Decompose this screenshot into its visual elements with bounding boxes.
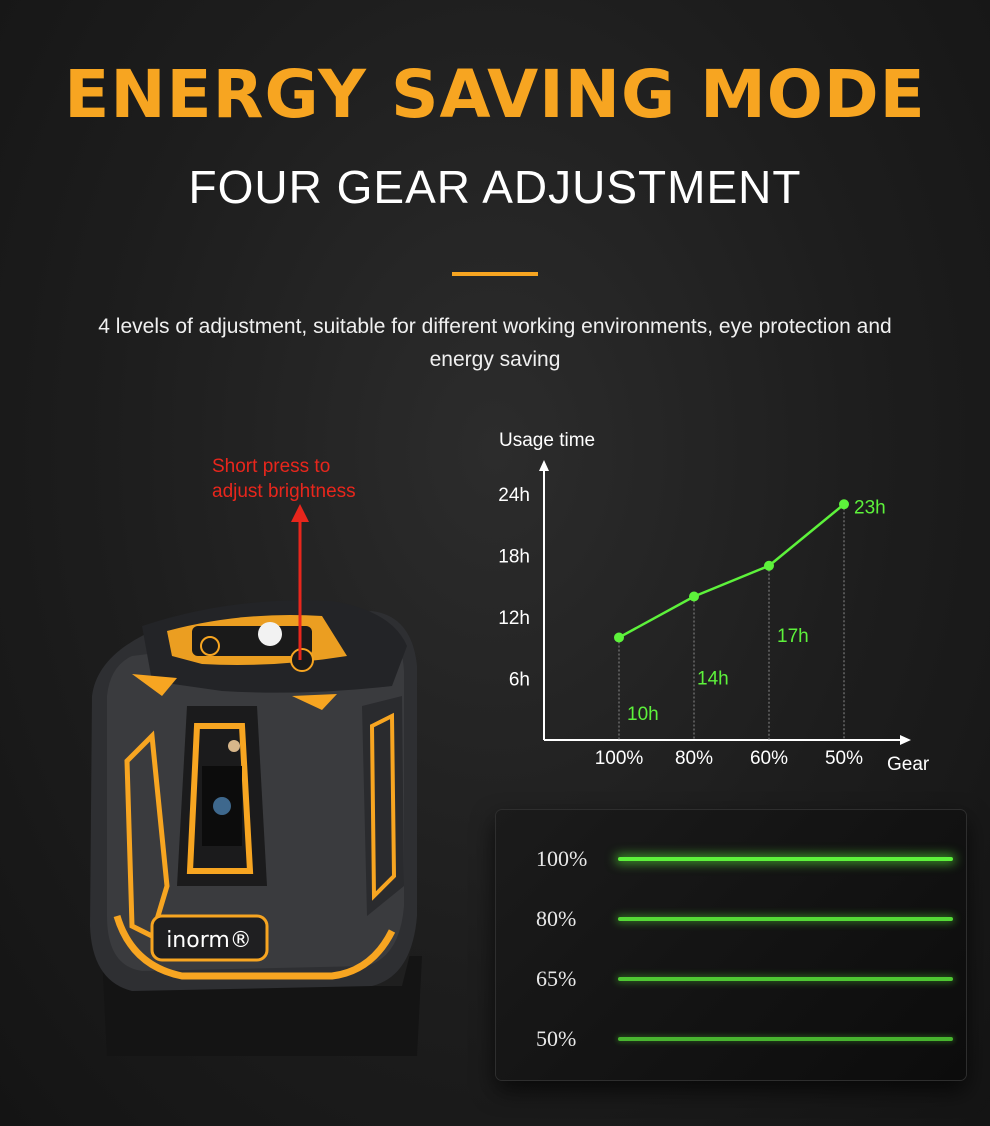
y-tick-label: 12h [498,608,530,629]
data-point [839,499,849,510]
data-label: 17h [777,626,809,647]
brightness-level-beam [618,857,953,861]
page-title: ENERGY SAVING MODE [64,56,926,133]
x-tick-label: 60% [750,748,788,769]
y-tick-label: 24h [498,485,530,506]
title-divider [452,272,538,276]
brightness-level-label: 100% [536,846,588,871]
brightness-levels-panel: 100% 80% 65% 50% [496,810,966,1080]
data-point [689,591,699,602]
brightness-level-label: 50% [536,1026,577,1051]
x-tick-label: 100% [595,748,644,769]
callout-line-1: Short press to [212,456,331,477]
x-axis-arrow [900,735,911,745]
brightness-level-row: 80% [496,889,966,949]
brand-logo: inorm® [166,928,252,953]
callout-line-2: adjust brightness [212,481,356,502]
data-label: 10h [627,704,659,725]
brightness-level-row: 65% [496,949,966,1009]
brightness-callout: Short press to adjust brightness [212,454,356,504]
brightness-level-label: 65% [536,966,577,991]
x-tick-label: 50% [825,748,863,769]
usage-series-line [618,503,845,639]
x-tick-label: 80% [675,748,713,769]
brightness-level-beam [618,917,953,921]
feature-description: 4 levels of adjustment, suitable for dif… [98,315,892,371]
brightness-level-label: 80% [536,906,577,931]
y-axis-arrow [539,460,549,471]
laser-level-device-image: inorm® [90,600,422,1056]
usage-time-chart: Usage time Gear 6h 12h 18h 24h 100% 80% 60% 50% 1… [498,430,930,775]
data-label: 23h [854,497,886,518]
press-arrow [291,504,309,660]
page-subtitle: FOUR GEAR ADJUSTMENT [188,161,802,213]
y-axis-title: Usage time [499,430,595,451]
y-tick-label: 18h [498,547,530,568]
data-label: 14h [697,669,729,690]
brightness-level-beam [618,1037,953,1041]
brightness-level-row: 100% [496,829,966,889]
x-axis-title: Gear [887,754,930,775]
y-tick-label: 6h [509,670,530,691]
brightness-level-beam [618,977,953,981]
brightness-level-row: 50% [496,1009,966,1069]
data-point [614,632,624,643]
data-point [764,560,774,571]
